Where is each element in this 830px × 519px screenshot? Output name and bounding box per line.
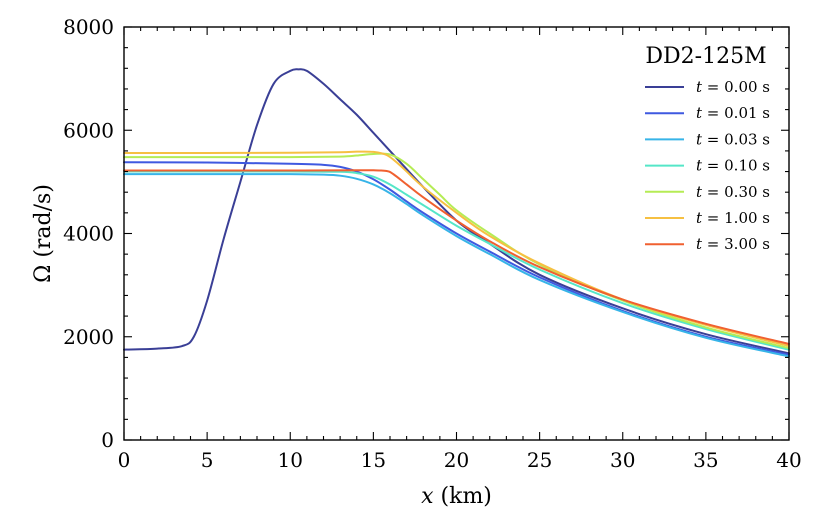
legend: DD2-125M t = 0.00 s t = 0.01 s t = 0.03 s t… [645, 44, 770, 253]
x-tick-label: 0 [118, 448, 131, 472]
y-tick-label: 6000 [63, 118, 114, 142]
x-tick-label: 40 [776, 448, 801, 472]
y-tick-label: 2000 [63, 325, 114, 349]
legend-label-0: t = 0.00 s [696, 78, 770, 96]
series-line-3 [123, 170, 790, 351]
x-tick-label: 20 [444, 448, 469, 472]
series-line-2 [123, 173, 790, 358]
x-tick-label: 25 [527, 448, 552, 472]
y-tick-label: 0 [101, 428, 114, 452]
x-tick-label: 30 [610, 448, 635, 472]
series-line-5 [123, 150, 790, 348]
x-tick-label: 10 [278, 448, 303, 472]
y-tick-label: 4000 [63, 222, 114, 246]
legend-label-2: t = 0.03 s [696, 130, 770, 148]
x-tick-label: 5 [201, 448, 214, 472]
y-tick-label: 8000 [63, 15, 114, 39]
y-axis-label: Ω (rad/s) [31, 184, 56, 283]
series-line-6 [123, 169, 790, 345]
x-axis-label: x (km) [421, 484, 492, 509]
legend-label-5: t = 1.00 s [696, 209, 770, 227]
legend-label-4: t = 0.30 s [696, 183, 770, 201]
series-layer [123, 68, 790, 358]
x-tick-label: 35 [693, 448, 718, 472]
series-line-0 [123, 68, 790, 355]
legend-label-1: t = 0.01 s [696, 104, 770, 122]
legend-title: DD2-125M [645, 44, 766, 69]
plot-frame [123, 26, 790, 441]
series-line-1 [123, 161, 790, 356]
legend-label-3: t = 0.10 s [696, 157, 770, 175]
x-tick-label: 15 [361, 448, 386, 472]
legend-label-6: t = 3.00 s [696, 235, 770, 253]
ticks-layer: 0 5 10 15 20 25 30 35 40 0 2000 4000 6000 8000 [63, 15, 802, 472]
